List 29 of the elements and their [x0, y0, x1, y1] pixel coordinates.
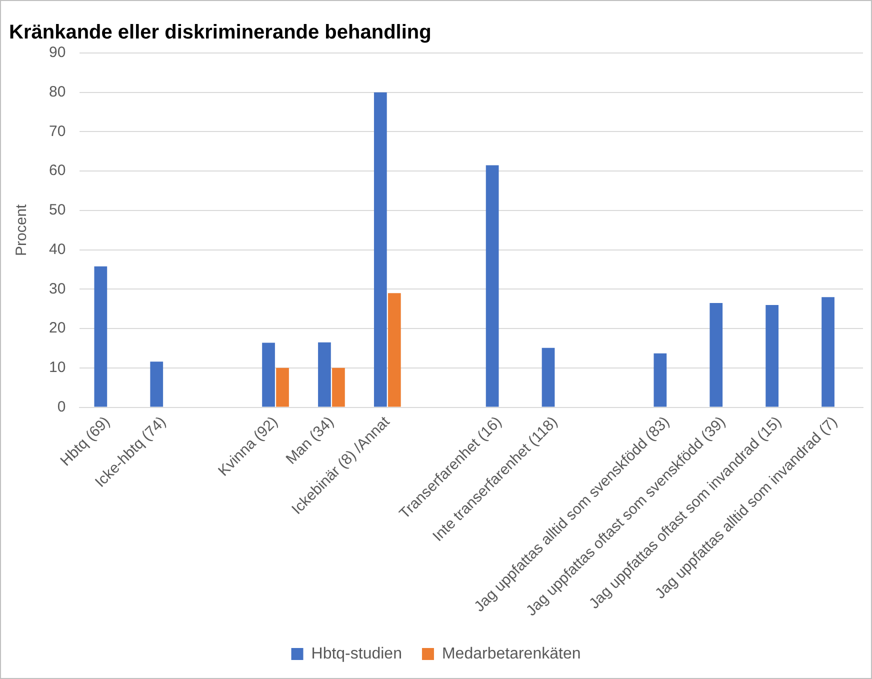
- y-tick-label: 80: [48, 84, 66, 101]
- chart-title: Kränkande eller diskriminerande behandling: [9, 22, 432, 44]
- bar: [276, 368, 289, 407]
- y-tick-label: 90: [48, 44, 66, 62]
- y-tick-label: 20: [48, 320, 66, 337]
- bar: [332, 368, 345, 407]
- bar: [766, 304, 779, 407]
- bar: [318, 342, 331, 407]
- bar: [710, 302, 723, 407]
- bar: [94, 266, 108, 407]
- legend-label: Medarbetarenkäten: [442, 645, 581, 662]
- bar: [388, 293, 401, 407]
- x-tick-label: Man (34): [282, 413, 338, 468]
- legend-label: Hbtq-studien: [311, 645, 402, 662]
- y-tick-label: 60: [48, 162, 66, 180]
- y-tick-label: 40: [48, 240, 66, 258]
- bar: [486, 165, 499, 407]
- bar: [262, 342, 275, 407]
- y-tick-label: 30: [48, 280, 66, 298]
- bar: [654, 353, 667, 407]
- y-tick-label: 70: [48, 122, 66, 140]
- y-axis-title: Procent: [13, 203, 30, 256]
- bar: [822, 297, 834, 407]
- bar: [374, 92, 387, 407]
- y-tick-label: 10: [48, 359, 66, 376]
- y-tick-label: 0: [57, 398, 66, 416]
- bar: [542, 348, 555, 407]
- y-tick-label: 50: [48, 202, 66, 219]
- bar: [150, 362, 164, 407]
